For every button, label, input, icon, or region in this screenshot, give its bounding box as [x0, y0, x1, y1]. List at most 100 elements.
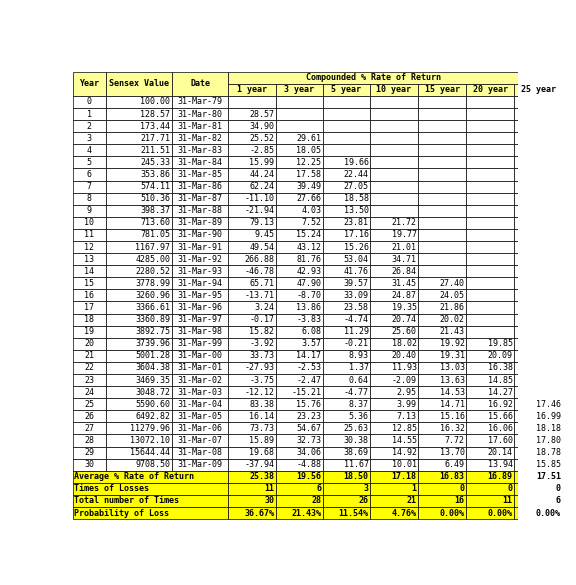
Text: 13: 13: [84, 254, 94, 264]
FancyBboxPatch shape: [418, 435, 466, 446]
Text: -0.21: -0.21: [344, 339, 369, 348]
FancyBboxPatch shape: [229, 338, 276, 350]
Text: Total number of Times: Total number of Times: [74, 497, 179, 505]
Text: 31-Mar-98: 31-Mar-98: [177, 327, 222, 336]
Text: 3604.38: 3604.38: [135, 363, 170, 373]
Text: 25.60: 25.60: [392, 327, 416, 336]
FancyBboxPatch shape: [418, 459, 466, 471]
FancyBboxPatch shape: [229, 108, 276, 120]
Text: 9.45: 9.45: [254, 230, 274, 239]
FancyBboxPatch shape: [514, 217, 562, 229]
FancyBboxPatch shape: [172, 350, 229, 362]
Text: 31-Mar-86: 31-Mar-86: [177, 182, 222, 191]
FancyBboxPatch shape: [172, 435, 229, 446]
FancyBboxPatch shape: [73, 314, 105, 326]
FancyBboxPatch shape: [514, 398, 562, 410]
FancyBboxPatch shape: [229, 507, 276, 519]
FancyBboxPatch shape: [276, 192, 323, 205]
Text: 53.04: 53.04: [344, 254, 369, 264]
FancyBboxPatch shape: [514, 495, 562, 507]
Text: 211.51: 211.51: [140, 146, 170, 155]
FancyBboxPatch shape: [276, 301, 323, 314]
Text: 17.60: 17.60: [488, 436, 513, 445]
FancyBboxPatch shape: [514, 168, 562, 181]
Text: 8: 8: [87, 194, 92, 203]
FancyBboxPatch shape: [172, 120, 229, 132]
FancyBboxPatch shape: [229, 156, 276, 168]
FancyBboxPatch shape: [466, 314, 514, 326]
Text: Probability of Loss: Probability of Loss: [74, 508, 169, 518]
Text: 398.37: 398.37: [140, 207, 170, 215]
FancyBboxPatch shape: [418, 265, 466, 277]
FancyBboxPatch shape: [466, 96, 514, 108]
FancyBboxPatch shape: [105, 277, 172, 290]
FancyBboxPatch shape: [172, 459, 229, 471]
FancyBboxPatch shape: [172, 422, 229, 435]
Text: 266.88: 266.88: [244, 254, 274, 264]
FancyBboxPatch shape: [276, 277, 323, 290]
Text: 7: 7: [87, 182, 92, 191]
FancyBboxPatch shape: [73, 96, 105, 108]
FancyBboxPatch shape: [514, 290, 562, 301]
FancyBboxPatch shape: [73, 471, 229, 483]
FancyBboxPatch shape: [73, 144, 105, 156]
FancyBboxPatch shape: [323, 471, 370, 483]
FancyBboxPatch shape: [172, 362, 229, 374]
FancyBboxPatch shape: [466, 483, 514, 495]
Text: 4: 4: [87, 146, 92, 155]
FancyBboxPatch shape: [172, 290, 229, 301]
Text: 8.93: 8.93: [348, 352, 369, 360]
Text: 4285.00: 4285.00: [135, 254, 170, 264]
FancyBboxPatch shape: [276, 181, 323, 192]
FancyBboxPatch shape: [73, 338, 105, 350]
FancyBboxPatch shape: [370, 350, 418, 362]
Text: 42.93: 42.93: [297, 267, 321, 276]
FancyBboxPatch shape: [370, 471, 418, 483]
Text: 15 year: 15 year: [425, 85, 460, 94]
FancyBboxPatch shape: [276, 144, 323, 156]
FancyBboxPatch shape: [514, 446, 562, 459]
FancyBboxPatch shape: [229, 217, 276, 229]
FancyBboxPatch shape: [73, 398, 105, 410]
FancyBboxPatch shape: [172, 314, 229, 326]
FancyBboxPatch shape: [418, 96, 466, 108]
Text: -3.92: -3.92: [249, 339, 274, 348]
FancyBboxPatch shape: [105, 265, 172, 277]
FancyBboxPatch shape: [276, 168, 323, 181]
Text: 15644.44: 15644.44: [130, 448, 170, 457]
FancyBboxPatch shape: [172, 144, 229, 156]
Text: 22.44: 22.44: [344, 170, 369, 179]
FancyBboxPatch shape: [276, 108, 323, 120]
FancyBboxPatch shape: [514, 326, 562, 338]
Text: 13072.10: 13072.10: [130, 436, 170, 445]
FancyBboxPatch shape: [466, 301, 514, 314]
FancyBboxPatch shape: [514, 301, 562, 314]
FancyBboxPatch shape: [323, 229, 370, 241]
FancyBboxPatch shape: [418, 410, 466, 422]
FancyBboxPatch shape: [172, 398, 229, 410]
Text: 17.80: 17.80: [536, 436, 561, 445]
FancyBboxPatch shape: [276, 156, 323, 168]
FancyBboxPatch shape: [229, 410, 276, 422]
FancyBboxPatch shape: [276, 84, 323, 96]
FancyBboxPatch shape: [370, 459, 418, 471]
Text: Sensex Value: Sensex Value: [109, 80, 169, 88]
FancyBboxPatch shape: [105, 290, 172, 301]
FancyBboxPatch shape: [466, 410, 514, 422]
FancyBboxPatch shape: [73, 192, 105, 205]
Text: 1 year: 1 year: [237, 85, 267, 94]
Text: 15.16: 15.16: [439, 412, 465, 421]
Text: 19.68: 19.68: [249, 448, 274, 457]
FancyBboxPatch shape: [276, 495, 323, 507]
Text: 30: 30: [84, 460, 94, 469]
FancyBboxPatch shape: [514, 422, 562, 435]
FancyBboxPatch shape: [229, 132, 276, 144]
Text: 11: 11: [84, 230, 94, 239]
FancyBboxPatch shape: [418, 168, 466, 181]
Text: 7.13: 7.13: [397, 412, 416, 421]
Text: 18.50: 18.50: [344, 472, 369, 481]
Text: 31-Mar-90: 31-Mar-90: [177, 230, 222, 239]
FancyBboxPatch shape: [418, 192, 466, 205]
Text: -46.78: -46.78: [244, 267, 274, 276]
FancyBboxPatch shape: [229, 229, 276, 241]
